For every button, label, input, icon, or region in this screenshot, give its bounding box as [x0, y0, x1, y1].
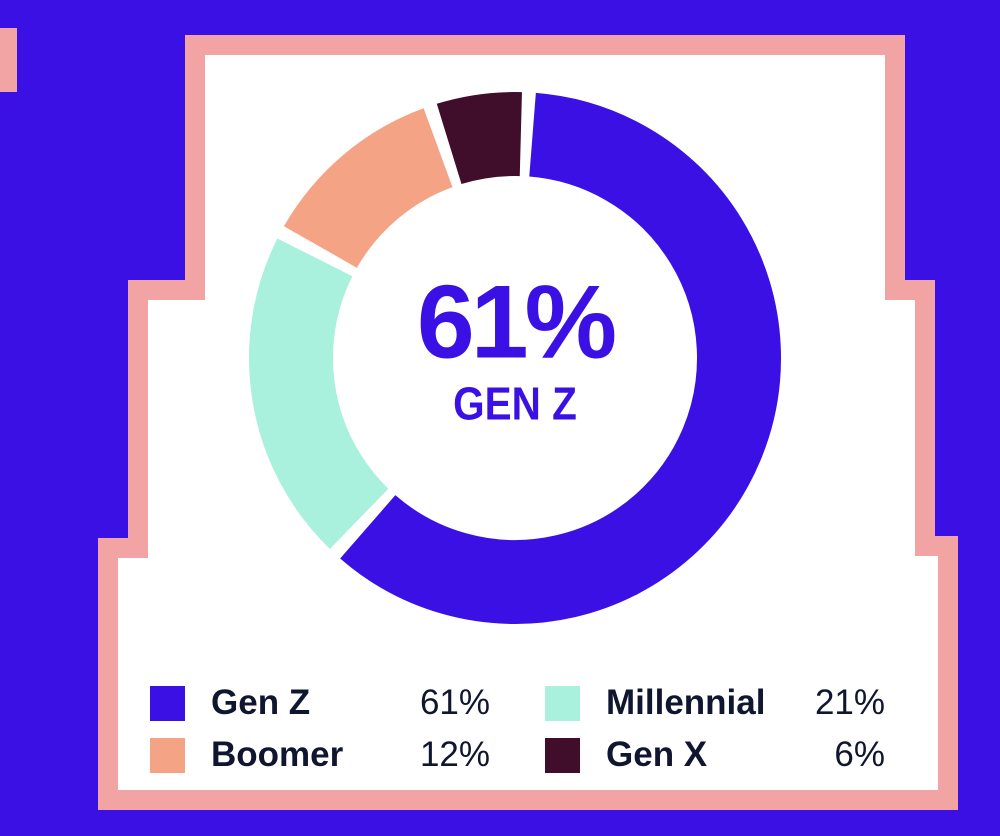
legend-pct-gen-x: 6%	[834, 735, 885, 774]
center-value: 61%	[416, 264, 617, 381]
legend-label-boomer: Boomer	[211, 735, 344, 774]
legend-label-gen-z: Gen Z	[211, 683, 311, 722]
legend-swatch-boomer	[150, 737, 185, 773]
donut-segment-gen-z	[340, 92, 781, 624]
legend-item-boomer: Boomer 12%	[150, 734, 490, 776]
legend-pct-boomer: 12%	[419, 735, 490, 774]
legend-label-millennial: Millennial	[606, 683, 766, 722]
donut-segment-millennial	[249, 238, 389, 550]
donut-center-label: 61% GEN Z	[335, 264, 695, 431]
legend-label-gen-x: Gen X	[606, 735, 708, 774]
legend-swatch-millennial	[545, 685, 580, 721]
legend-pct-gen-z: 61%	[419, 683, 490, 722]
donut-segment-gen-x	[436, 92, 522, 185]
legend-swatch-gen-z	[150, 685, 185, 721]
legend-item-gen-x: Gen X 6%	[545, 734, 885, 776]
legend-item-millennial: Millennial 21%	[545, 682, 885, 724]
left-edge-accent	[0, 28, 17, 92]
legend-item-gen-z: Gen Z 61%	[150, 682, 490, 724]
legend: Gen Z 61% Millennial 21% Boomer 12% Gen …	[150, 682, 885, 776]
center-caption: GEN Z	[453, 377, 577, 430]
donut-segment-boomer	[283, 108, 454, 269]
legend-pct-millennial: 21%	[814, 683, 885, 722]
legend-swatch-gen-x	[545, 737, 580, 773]
